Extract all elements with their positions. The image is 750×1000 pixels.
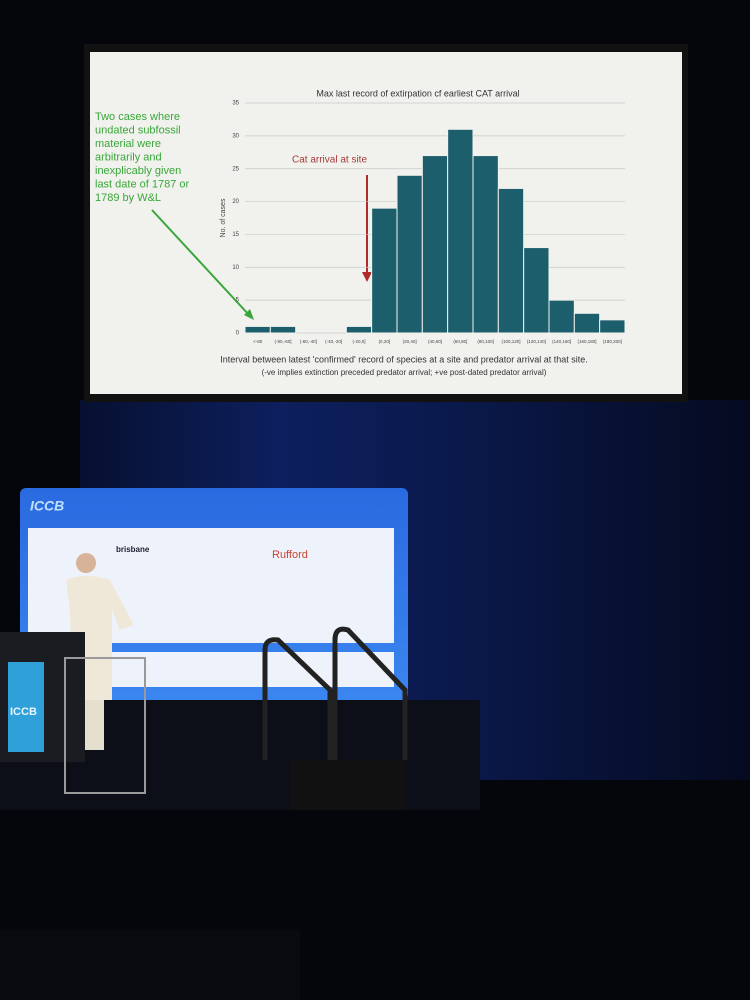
x-tick-label: (-40,-20] — [325, 339, 342, 344]
x-tick-label: <-80 — [253, 339, 263, 344]
y-tick-label: 30 — [232, 133, 239, 139]
stairs — [290, 760, 405, 810]
x-axis-label: Interval between latest 'confirmed' reco… — [220, 354, 588, 364]
banner-title: ICCB — [30, 498, 64, 514]
bar — [345, 325, 373, 334]
x-tick-label: (-60,-40] — [300, 339, 317, 344]
bar — [244, 325, 271, 334]
x-axis-label: (-ve implies extinction preceded predato… — [262, 368, 547, 377]
annotation: Cat arrival at site — [292, 155, 367, 166]
bar — [447, 128, 474, 334]
x-tick-label: (160,180] — [577, 339, 596, 344]
podium-sign — [8, 662, 44, 752]
y-axis-label: No. of cases — [220, 198, 227, 237]
y-tick-label: 5 — [236, 298, 240, 304]
x-tick-label: (180,200] — [603, 339, 622, 344]
y-tick-label: 20 — [232, 199, 239, 205]
arrow — [151, 209, 251, 317]
x-tick-label: (100,120] — [501, 339, 520, 344]
x-tick-label: (140,160] — [552, 339, 571, 344]
y-tick-label: 0 — [236, 331, 240, 337]
podium-title: ICCB — [10, 706, 37, 718]
bar — [497, 187, 525, 334]
x-tick-label: (-80,-60] — [274, 339, 291, 344]
bar — [371, 207, 398, 334]
annotation: material were — [95, 138, 161, 150]
annotation: 1789 by W&L — [95, 192, 161, 204]
bar — [573, 312, 601, 334]
y-tick-label: 15 — [232, 232, 239, 238]
sponsor-logo: brisbane — [116, 545, 150, 554]
stair-rails — [262, 626, 408, 760]
x-tick-label: (120,140] — [527, 339, 546, 344]
x-tick-label: (40,60] — [428, 339, 442, 344]
bar — [421, 155, 449, 334]
arrow-head — [244, 309, 254, 320]
x-tick-label: (-20,0] — [352, 339, 365, 344]
annotation: last date of 1787 or — [95, 178, 190, 190]
bar — [548, 299, 575, 334]
annotation: arbitrarily and — [95, 151, 162, 163]
bar — [269, 325, 297, 334]
y-tick-label: 25 — [232, 166, 239, 172]
seats — [0, 930, 300, 1000]
x-tick-label: (60,80] — [453, 339, 467, 344]
bar — [599, 319, 626, 334]
annotation: inexplicably given — [95, 165, 181, 177]
y-tick-label: 10 — [232, 265, 239, 271]
chart-title: Max last record of extirpation cf earlie… — [316, 88, 519, 98]
sponsor-logo: Rufford — [272, 549, 308, 561]
x-tick-label: (20,40] — [403, 339, 417, 344]
side-table — [64, 657, 146, 794]
x-tick-label: (80,100] — [477, 339, 494, 344]
bar — [472, 155, 499, 334]
annotation: Two cases where — [95, 111, 180, 123]
bar — [523, 247, 550, 334]
annotation: undated subfossil — [95, 124, 181, 136]
bar — [396, 174, 423, 334]
y-tick-label: 35 — [232, 101, 239, 107]
speaker-head — [76, 553, 96, 573]
x-tick-label: (0,20] — [379, 339, 391, 344]
arrow-head — [362, 272, 372, 282]
